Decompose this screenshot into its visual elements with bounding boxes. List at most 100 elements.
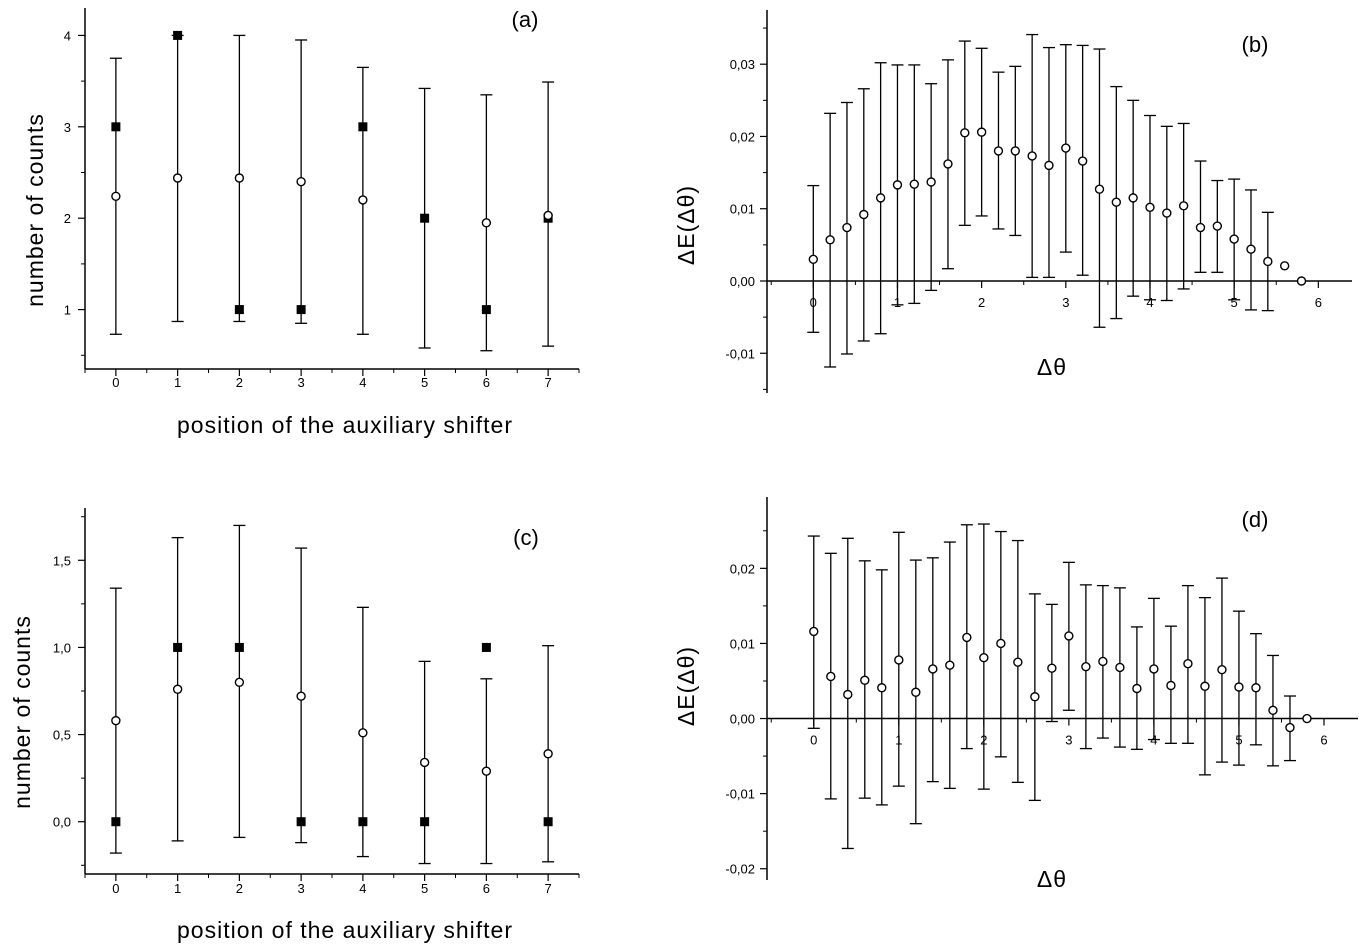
data-point-circle — [481, 218, 492, 228]
data-point-square — [296, 817, 306, 827]
data-point-circle — [993, 146, 1004, 156]
y-tick-label: 0,01 — [730, 202, 755, 217]
y-tick-label: 4 — [64, 28, 71, 43]
data-point-circle — [1030, 692, 1040, 702]
x-tick-label: 4 — [359, 375, 366, 390]
data-point-circle — [543, 210, 553, 221]
x-tick-label: 3 — [298, 881, 305, 896]
y-axis-title: number of counts — [9, 615, 35, 809]
y-tick-label: 1,5 — [53, 553, 71, 568]
data-point-circle — [543, 749, 553, 759]
data-point-square — [543, 817, 553, 827]
data-point-circle — [859, 209, 869, 220]
data-point-circle — [909, 179, 920, 189]
data-point-circle — [962, 632, 972, 643]
data-point-square — [173, 642, 183, 652]
data-point-circle — [1094, 184, 1105, 194]
data-point-circle — [172, 684, 183, 694]
data-point-circle — [296, 176, 306, 187]
data-point-circle — [1279, 261, 1290, 271]
y-tick-label: 0,02 — [730, 561, 755, 576]
data-point-circle — [976, 127, 987, 137]
data-point-square — [234, 305, 244, 315]
data-point-circle — [1064, 631, 1074, 641]
data-point-circle — [1183, 659, 1193, 669]
data-point-circle — [877, 683, 887, 693]
data-point-circle — [1145, 202, 1155, 212]
error-bar — [1045, 603, 1058, 723]
data-point-circle — [1149, 664, 1159, 674]
data-point-circle — [1302, 713, 1312, 724]
y-axis-title: ΔE(Δθ) — [673, 185, 699, 265]
x-axis-title: Δθ — [1037, 866, 1067, 892]
x-axis-title: position of the auxiliary shifter — [177, 917, 513, 943]
data-point-circle — [234, 677, 245, 687]
y-axis-title: number of counts — [22, 113, 48, 307]
data-point-square — [173, 30, 183, 40]
x-tick-label: 2 — [236, 881, 243, 896]
x-tick-label: 1 — [174, 375, 181, 390]
data-point-circle — [111, 191, 121, 201]
data-point-square — [358, 817, 368, 827]
data-point-circle — [979, 653, 989, 663]
x-tick-label: 7 — [545, 881, 552, 896]
data-point-circle — [419, 757, 430, 768]
y-tick-label: -0,01 — [725, 787, 755, 802]
data-point-circle — [358, 195, 368, 205]
data-point-circle — [825, 235, 835, 245]
data-point-circle — [1077, 156, 1088, 166]
data-point-circle — [826, 671, 836, 682]
data-point-square — [358, 122, 368, 132]
x-axis-title: Δθ — [1037, 354, 1067, 380]
data-point-circle — [481, 766, 492, 776]
y-tick-label: 0,5 — [53, 728, 71, 743]
data-point-square — [111, 122, 121, 132]
panel-label: (d) — [1242, 507, 1269, 532]
x-tick-label: 2 — [236, 375, 243, 390]
x-tick-label: 6 — [483, 375, 490, 390]
data-point-circle — [842, 222, 852, 233]
panel-label: (b) — [1242, 32, 1269, 57]
data-point-square — [234, 642, 244, 652]
data-point-circle — [1128, 193, 1138, 203]
x-tick-label: 5 — [421, 375, 428, 390]
y-axis-title: ΔE(Δθ) — [673, 646, 699, 726]
data-point-circle — [1178, 201, 1189, 211]
data-point-circle — [1217, 665, 1227, 675]
y-tick-label: -0,01 — [725, 346, 755, 361]
data-point-circle — [1212, 221, 1223, 231]
x-tick-label: 3 — [298, 375, 305, 390]
x-tick-label: 6 — [1315, 295, 1322, 310]
data-point-circle — [1200, 681, 1210, 691]
data-point-circle — [1115, 662, 1125, 673]
y-tick-label: 0,01 — [730, 636, 755, 651]
y-tick-label: 1 — [64, 303, 71, 318]
chart-panel-0: 0 1 2 3 4 5 6 7 1 2 3 4 position of the auxiliary sh… — [22, 7, 580, 438]
data-point-circle — [1111, 197, 1122, 207]
data-point-circle — [1162, 208, 1172, 218]
panel-label: (c) — [513, 525, 539, 550]
data-point-circle — [1296, 276, 1307, 286]
data-point-square — [111, 817, 121, 827]
x-tick-label: 5 — [421, 881, 428, 896]
data-point-circle — [1234, 682, 1244, 692]
data-point-circle — [1246, 244, 1256, 254]
y-tick-label: 1,0 — [53, 640, 71, 655]
data-point-circle — [1263, 256, 1273, 267]
data-point-circle — [1013, 657, 1023, 667]
data-point-circle — [172, 173, 183, 183]
error-bar — [1194, 160, 1207, 273]
data-point-circle — [1251, 683, 1261, 693]
data-point-square — [481, 305, 491, 315]
data-point-circle — [111, 715, 121, 726]
data-point-square — [481, 642, 491, 652]
data-point-circle — [1195, 222, 1206, 233]
x-tick-label: 4 — [1146, 295, 1153, 310]
data-point-circle — [1285, 722, 1295, 733]
data-point-circle — [809, 626, 819, 637]
data-point-circle — [894, 655, 904, 665]
y-tick-label: 0,00 — [730, 274, 755, 289]
y-tick-label: 0,03 — [730, 57, 755, 72]
